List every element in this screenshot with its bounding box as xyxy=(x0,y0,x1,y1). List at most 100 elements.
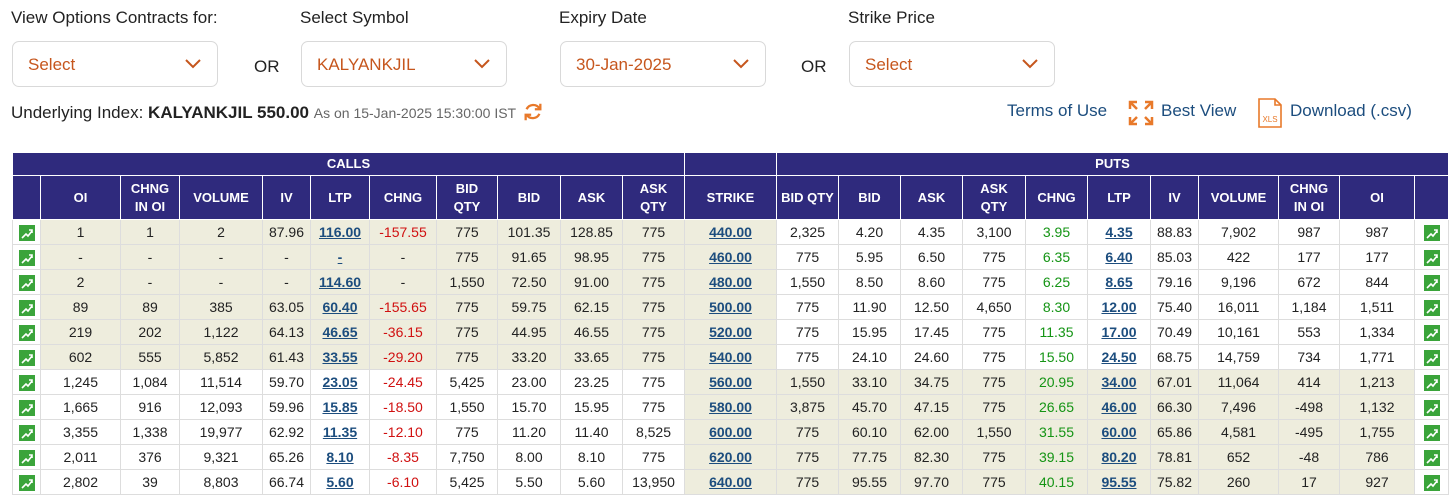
ltp-link[interactable]: 33.55 xyxy=(322,349,358,365)
ltp-link[interactable]: 8.10 xyxy=(326,449,354,465)
chart-icon[interactable] xyxy=(18,449,35,466)
chart-icon[interactable] xyxy=(1423,299,1440,316)
data-cell: - xyxy=(262,244,311,270)
ltp-link[interactable]: 95.55 xyxy=(1101,474,1137,490)
best-view-icon[interactable] xyxy=(1128,100,1154,126)
data-cell: 6.25 xyxy=(1025,269,1088,295)
chart-icon[interactable] xyxy=(18,399,35,416)
ltp-link[interactable]: 24.50 xyxy=(1101,349,1137,365)
data-cell: 2,325 xyxy=(776,219,839,245)
data-cell: 88.83 xyxy=(1150,219,1199,245)
ltp-link[interactable]: 11.35 xyxy=(322,424,358,440)
chart-icon[interactable] xyxy=(1423,399,1440,416)
ltp-link[interactable]: 8.65 xyxy=(1105,274,1133,290)
data-cell: 11.90 xyxy=(838,294,901,320)
chart-icon[interactable] xyxy=(18,224,35,241)
chart-icon[interactable] xyxy=(1423,324,1440,341)
data-cell: 66.74 xyxy=(262,469,311,495)
chart-icon[interactable] xyxy=(1423,474,1440,491)
data-cell: 5,852 xyxy=(179,344,263,370)
ltp-link[interactable]: 46.65 xyxy=(322,324,358,340)
strike-link[interactable]: 540.00 xyxy=(709,349,752,365)
chart-cell xyxy=(12,344,41,370)
data-cell: 5,425 xyxy=(436,369,498,395)
chart-icon[interactable] xyxy=(1423,424,1440,441)
refresh-icon[interactable] xyxy=(521,101,545,123)
data-cell: -12.10 xyxy=(369,419,437,445)
ltp-link[interactable]: 23.05 xyxy=(322,374,358,390)
column-header: BID QTY xyxy=(436,175,498,220)
data-cell: 775 xyxy=(776,419,839,445)
chart-icon[interactable] xyxy=(18,274,35,291)
data-cell: -29.20 xyxy=(369,344,437,370)
data-cell: 202 xyxy=(120,319,180,345)
select-box[interactable]: Select xyxy=(12,41,218,87)
strike-link[interactable]: 440.00 xyxy=(709,224,752,240)
strike-link[interactable]: 520.00 xyxy=(709,324,752,340)
chart-icon[interactable] xyxy=(1423,274,1440,291)
chart-icon[interactable] xyxy=(1423,224,1440,241)
data-cell: - xyxy=(369,269,437,295)
data-cell: 775 xyxy=(776,444,839,470)
data-cell: 9,196 xyxy=(1198,269,1279,295)
data-cell: 61.43 xyxy=(262,344,311,370)
ltp-link[interactable]: 15.85 xyxy=(322,399,358,415)
data-cell: 775 xyxy=(962,444,1026,470)
data-cell: 8.60 xyxy=(900,269,963,295)
select-box[interactable]: KALYANKJIL xyxy=(301,41,507,87)
chart-icon[interactable] xyxy=(18,474,35,491)
data-cell: -155.65 xyxy=(369,294,437,320)
strike-link[interactable]: 500.00 xyxy=(709,299,752,315)
column-header: VOLUME xyxy=(1198,175,1279,220)
data-cell: 775 xyxy=(436,344,498,370)
strike-link[interactable]: 460.00 xyxy=(709,249,752,265)
chart-icon[interactable] xyxy=(18,374,35,391)
xls-icon[interactable]: XLS xyxy=(1257,98,1283,128)
chart-icon[interactable] xyxy=(1423,374,1440,391)
chart-icon[interactable] xyxy=(18,424,35,441)
ltp-link[interactable]: 5.60 xyxy=(326,474,354,490)
chart-icon[interactable] xyxy=(18,349,35,366)
data-cell: 6.35 xyxy=(1025,244,1088,270)
option-row: 1,245 1,084 11,514 59.70 23.05 -24.45 5,425 23.… xyxy=(12,369,1449,395)
data-cell: 775 xyxy=(962,269,1026,295)
ltp-link[interactable]: 114.60 xyxy=(318,274,362,290)
strike-link[interactable]: 600.00 xyxy=(709,424,752,440)
chart-icon[interactable] xyxy=(1423,349,1440,366)
ltp-link[interactable]: 4.35 xyxy=(1105,224,1133,240)
strike-link[interactable]: 560.00 xyxy=(709,374,752,390)
select-box[interactable]: 30-Jan-2025 xyxy=(560,41,766,87)
chart-icon[interactable] xyxy=(18,324,35,341)
ltp-link[interactable]: 6.40 xyxy=(1105,249,1133,265)
strike-link[interactable]: 480.00 xyxy=(709,274,752,290)
data-cell: 24.10 xyxy=(838,344,901,370)
best-view-link[interactable]: Best View xyxy=(1161,101,1237,120)
terms-link[interactable]: Terms of Use xyxy=(1007,101,1108,120)
data-cell: 62.92 xyxy=(262,419,311,445)
strike-link[interactable]: 580.00 xyxy=(709,399,752,415)
ltp-link[interactable]: 17.00 xyxy=(1101,324,1137,340)
chart-cell xyxy=(1414,394,1449,420)
ltp-link[interactable]: 46.00 xyxy=(1101,399,1137,415)
chart-icon[interactable] xyxy=(18,299,35,316)
ltp-link[interactable]: 116.00 xyxy=(318,224,362,240)
strike-link[interactable]: 640.00 xyxy=(709,474,752,490)
data-cell: 8.10 xyxy=(560,444,623,470)
ltp-link[interactable]: 34.00 xyxy=(1101,374,1137,390)
chart-icon[interactable] xyxy=(1423,249,1440,266)
chart-icon[interactable] xyxy=(18,249,35,266)
ltp-link[interactable]: - xyxy=(337,249,343,265)
ltp-link[interactable]: 60.40 xyxy=(322,299,358,315)
strike-link[interactable]: 620.00 xyxy=(709,449,752,465)
ltp-link[interactable]: 60.00 xyxy=(1101,424,1137,440)
select-box[interactable]: Select xyxy=(849,41,1055,87)
data-cell: -48 xyxy=(1278,444,1340,470)
ltp-link[interactable]: 80.20 xyxy=(1101,449,1137,465)
data-cell: 775 xyxy=(622,269,685,295)
ltp-link[interactable]: 12.00 xyxy=(1101,299,1137,315)
chart-icon[interactable] xyxy=(1423,449,1440,466)
download-link[interactable]: Download (.csv) xyxy=(1290,101,1412,120)
data-cell: 87.96 xyxy=(262,219,311,245)
data-cell: 987 xyxy=(1278,219,1340,245)
chart-cell xyxy=(1414,244,1449,270)
